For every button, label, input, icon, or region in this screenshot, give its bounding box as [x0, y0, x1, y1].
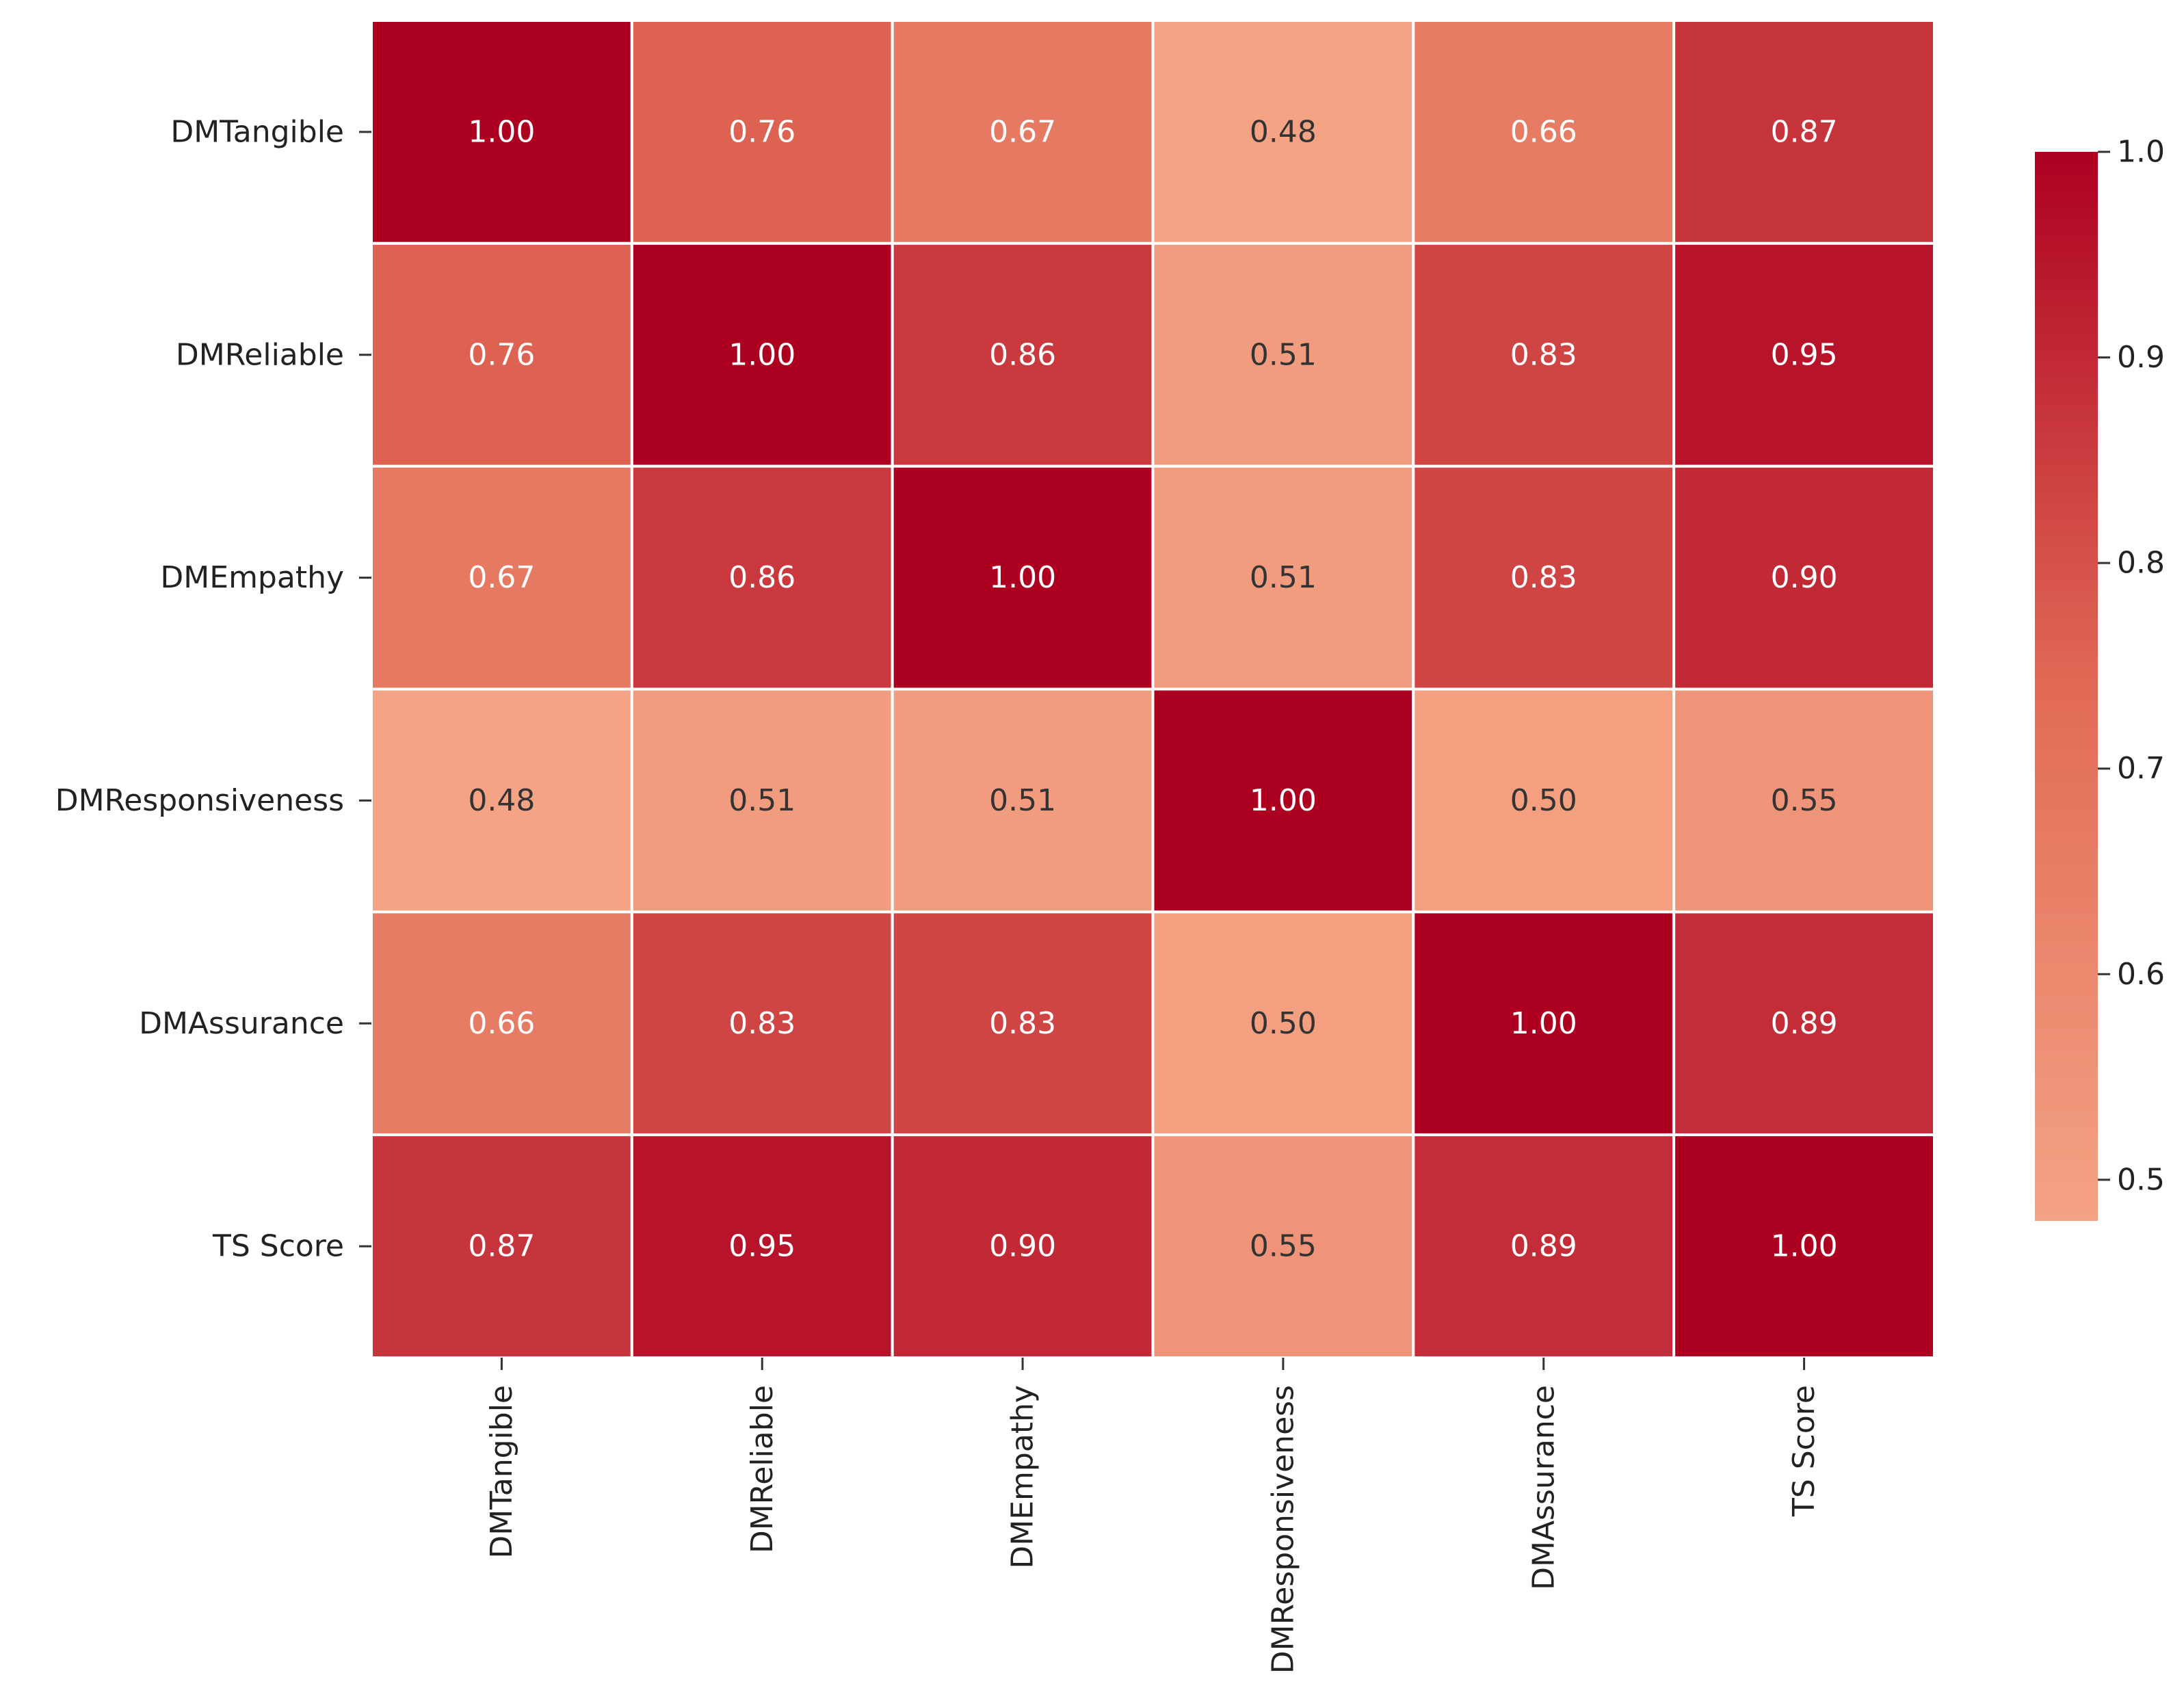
heatmap-cell	[1412, 687, 1676, 914]
cell-value-label: 0.67	[468, 560, 535, 595]
colorbar-tick-label: 0.8	[2117, 546, 2165, 581]
colorbar-tick-label: 0.6	[2117, 957, 2165, 992]
cell-value-label: 1.00	[1771, 1229, 1838, 1264]
heatmap-cell	[630, 687, 894, 914]
heatmap-cell	[1151, 19, 1415, 245]
cell-value-label: 1.00	[989, 560, 1056, 595]
y-tick-label: DMResponsiveness	[55, 783, 344, 818]
x-tick-label: DMResponsiveness	[1265, 1385, 1300, 1674]
cell-value-label: 0.87	[468, 1229, 535, 1264]
cell-value-label: 0.51	[1250, 337, 1317, 372]
heatmap-cell	[1672, 687, 1936, 914]
cell-value-label: 0.51	[728, 783, 795, 818]
heatmap-cell	[370, 19, 633, 245]
colorbar-tick-label: 0.9	[2117, 340, 2165, 375]
x-tick-label: DMReliable	[745, 1385, 780, 1553]
x-tick-label: TS Score	[1787, 1385, 1821, 1517]
cell-value-label: 0.83	[1510, 560, 1577, 595]
y-tick-label: DMReliable	[176, 337, 344, 372]
heatmap-cell	[1412, 19, 1676, 245]
cell-value-label: 0.95	[728, 1229, 795, 1264]
x-tick-label: DMEmpathy	[1005, 1385, 1040, 1569]
cell-value-label: 0.90	[1771, 560, 1838, 595]
cell-value-label: 0.83	[989, 1006, 1056, 1041]
heatmap-cell	[1151, 241, 1415, 468]
heatmap-cell	[1672, 464, 1936, 691]
heatmap-cell	[630, 19, 894, 245]
heatmap-cell	[891, 687, 1155, 914]
cell-value-label: 0.83	[728, 1006, 795, 1041]
heatmap-cell	[891, 19, 1155, 245]
colorbar-gradient	[2035, 152, 2098, 1221]
colorbar-tick-label: 0.5	[2117, 1162, 2165, 1197]
cell-value-label: 0.83	[1510, 337, 1577, 372]
cell-value-label: 0.89	[1771, 1006, 1838, 1041]
heatmap-cell	[1672, 910, 1936, 1137]
heatmap-cells	[370, 19, 1936, 1359]
heatmap-cell	[1151, 910, 1415, 1137]
heatmap-cell	[891, 464, 1155, 691]
x-axis: DMTangible DMReliable DMEmpathy DMResponsiv…	[484, 1358, 1821, 1674]
cell-value-label: 1.00	[728, 337, 795, 372]
cell-value-label: 1.00	[1510, 1006, 1577, 1041]
cell-value-label: 0.50	[1250, 1006, 1317, 1041]
y-tick-label: DMEmpathy	[160, 560, 344, 595]
cell-value-label: 1.00	[468, 114, 535, 149]
y-tick-label: TS Score	[212, 1229, 344, 1264]
heatmap-cell	[370, 687, 633, 914]
cell-value-label: 0.86	[728, 560, 795, 595]
y-tick-label: DMTangible	[170, 114, 344, 149]
cell-value-label: 0.51	[1250, 560, 1317, 595]
cell-value-label: 0.76	[728, 114, 795, 149]
cell-value-label: 0.66	[468, 1006, 535, 1041]
cell-value-label: 0.48	[1250, 114, 1317, 149]
heatmap-cell	[1672, 19, 1936, 245]
cell-value-label: 0.76	[468, 337, 535, 372]
heatmap-cell	[1412, 1133, 1676, 1359]
y-tick-label: DMAssurance	[139, 1006, 344, 1041]
heatmap-cell	[370, 1133, 633, 1359]
heatmap-cell	[1151, 464, 1415, 691]
cell-value-label: 0.90	[989, 1229, 1056, 1264]
cell-value-label: 0.87	[1771, 114, 1838, 149]
cell-value-label: 0.89	[1510, 1229, 1577, 1264]
colorbar-tick-label: 0.7	[2117, 751, 2165, 786]
cell-value-label: 0.66	[1510, 114, 1577, 149]
colorbar: 0.5 0.6 0.7 0.8 0.9 1.0	[2035, 135, 2165, 1221]
cell-value-label: 1.00	[1250, 783, 1317, 818]
cell-value-label: 0.50	[1510, 783, 1577, 818]
heatmap-cell	[1672, 241, 1936, 468]
cell-value-label: 0.55	[1250, 1229, 1317, 1264]
cell-value-label: 0.86	[989, 337, 1056, 372]
colorbar-ticks: 0.5 0.6 0.7 0.8 0.9 1.0	[2098, 135, 2165, 1197]
heatmap-cell	[630, 241, 894, 468]
cell-value-label: 0.95	[1771, 337, 1838, 372]
heatmap-cell	[370, 910, 633, 1137]
y-axis: DMTangible DMReliable DMEmpathy DMResponsiv…	[55, 114, 371, 1264]
heatmap-cell	[630, 464, 894, 691]
heatmap-cell	[891, 910, 1155, 1137]
colorbar-tick-label: 1.0	[2117, 135, 2165, 170]
heatmap-cell	[1412, 910, 1676, 1137]
cell-value-label: 0.48	[468, 783, 535, 818]
heatmap-cell	[1412, 464, 1676, 691]
heatmap-cell	[1672, 1133, 1936, 1359]
x-tick-label: DMAssurance	[1526, 1385, 1561, 1590]
heatmap-cell-labels: 1.00 0.76 0.67 0.48 0.66 0.87 0.76 1.00 0.86 0.51…	[468, 114, 1837, 1263]
cell-value-label: 0.55	[1771, 783, 1838, 818]
heatmap-cell	[370, 464, 633, 691]
cell-value-label: 0.67	[989, 114, 1056, 149]
heatmap-cell	[1151, 687, 1415, 914]
cell-value-label: 0.51	[989, 783, 1056, 818]
x-tick-label: DMTangible	[484, 1385, 519, 1559]
